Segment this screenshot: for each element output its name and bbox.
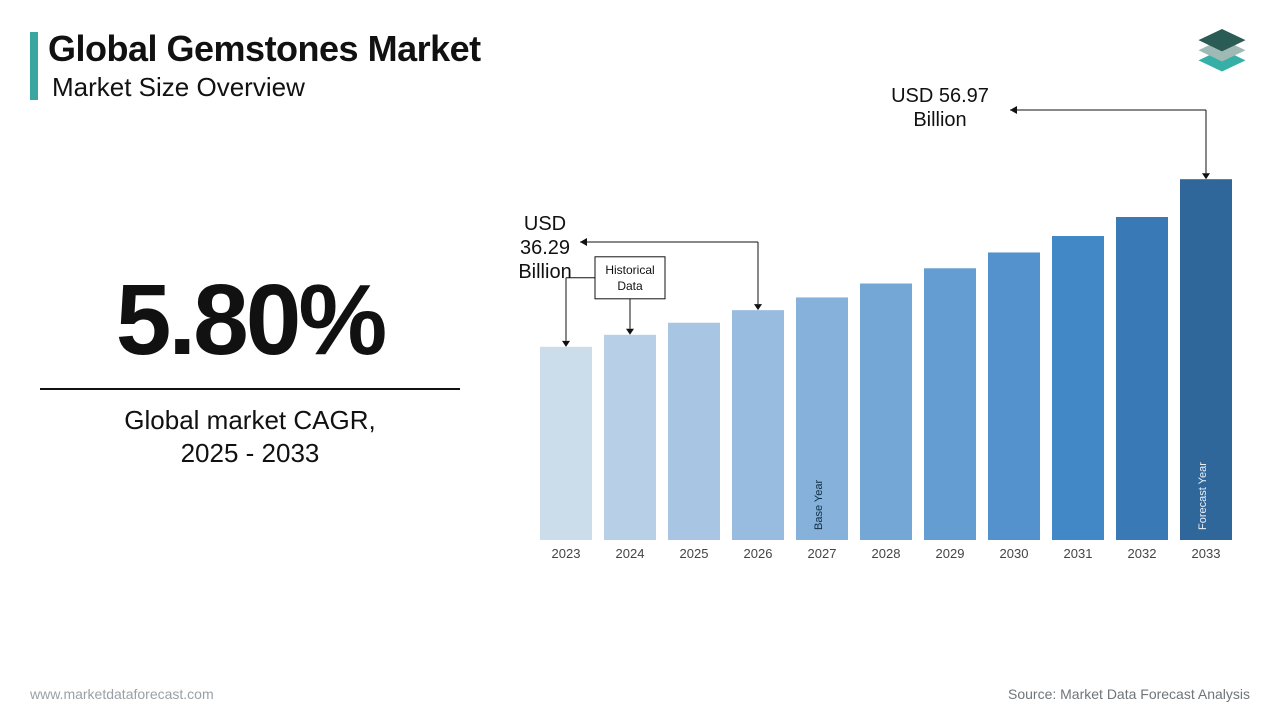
bar-2032 — [1116, 217, 1168, 540]
xaxis-label-2028: 2028 — [872, 546, 901, 561]
xaxis-label-2024: 2024 — [616, 546, 645, 561]
bar-chart-svg: 2023 2024 2025 2026 2027 2028 2029 2030 2031 2032… — [520, 80, 1250, 640]
callout-2033-head-l — [1010, 106, 1017, 114]
accent-bar — [30, 32, 38, 100]
cagr-panel: 5.80% Global market CAGR, 2025 - 2033 — [30, 270, 470, 469]
brand-logo — [1194, 20, 1250, 76]
xaxis-label-2026: 2026 — [744, 546, 773, 561]
base-year-label: Base Year — [813, 480, 825, 530]
cagr-caption: Global market CAGR, 2025 - 2033 — [30, 404, 470, 469]
page-subtitle: Market Size Overview — [52, 72, 481, 103]
bar-2031 — [1052, 236, 1104, 540]
xaxis-label-2025: 2025 — [680, 546, 709, 561]
page-root: Global Gemstones Market Market Size Over… — [0, 0, 1280, 720]
callout-2033-l2: Billion — [913, 109, 966, 131]
callout-2025-head-l — [580, 238, 587, 246]
xaxis-label-2033: 2033 — [1192, 546, 1221, 561]
stack-icon — [1194, 20, 1250, 76]
bar-2029 — [924, 268, 976, 540]
bar-2030 — [988, 252, 1040, 540]
xaxis-label-2030: 2030 — [1000, 546, 1029, 561]
callout-2033-l1: USD 56.97 — [891, 85, 989, 107]
bar-chart: 2023 2024 2025 2026 2027 2028 2029 2030 2031 2032… — [520, 80, 1250, 640]
cagr-divider — [40, 388, 460, 390]
callout-2025-l2: 36.29 — [520, 237, 570, 259]
historical-arrow-head — [626, 329, 634, 335]
callout-2025-l1: USD — [524, 213, 566, 235]
xaxis-label-2027: 2027 — [808, 546, 837, 561]
cagr-caption-line2: 2025 - 2033 — [181, 438, 320, 468]
callout-2025-l3: Billion — [520, 261, 572, 283]
historical-data-text: Historical — [605, 263, 654, 277]
xaxis-label-2023: 2023 — [552, 546, 581, 561]
bar-2024 — [604, 335, 656, 540]
bar-2026 — [732, 310, 784, 540]
xaxis-label-2031: 2031 — [1064, 546, 1093, 561]
forecast-year-label: Forecast Year — [1197, 462, 1209, 530]
xaxis-label-2032: 2032 — [1128, 546, 1157, 561]
callout-2025-head — [754, 304, 762, 310]
xaxis-label-2029: 2029 — [936, 546, 965, 561]
footer-url: www.marketdataforecast.com — [30, 686, 214, 702]
historical-arrow-head-2 — [562, 341, 570, 347]
historical-data-text: Data — [617, 279, 643, 293]
cagr-caption-line1: Global market CAGR, — [124, 405, 375, 435]
callout-2033-head — [1202, 173, 1210, 179]
bar-2023 — [540, 347, 592, 540]
bar-2025 — [668, 323, 720, 540]
title-block: Global Gemstones Market Market Size Over… — [30, 28, 481, 103]
page-title: Global Gemstones Market — [48, 28, 481, 70]
bar-2028 — [860, 284, 912, 541]
cagr-value: 5.80% — [30, 270, 470, 370]
footer-source: Source: Market Data Forecast Analysis — [1008, 686, 1250, 702]
